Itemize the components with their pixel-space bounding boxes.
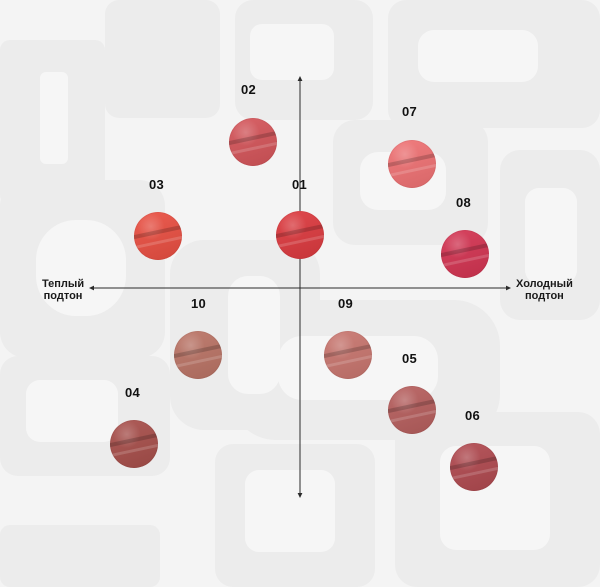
down-arrow-icon [297, 493, 303, 498]
up-arrow-icon [297, 76, 303, 81]
shade-label-02: 02 [241, 82, 257, 97]
cool-undertone-label-line2: подтон [525, 290, 564, 302]
shade-swatch-06 [450, 443, 498, 491]
warm-undertone-label: Теплый подтон [42, 278, 84, 302]
shade-swatch-10 [174, 331, 222, 379]
shade-swatch-01 [276, 211, 324, 259]
left-arrow-icon [89, 285, 94, 291]
shade-label-01: 01 [292, 177, 308, 192]
shade-label-06: 06 [465, 408, 481, 423]
shade-label-04: 04 [125, 385, 141, 400]
shade-label-03: 03 [149, 177, 165, 192]
shade-label-07: 07 [402, 104, 418, 119]
shade-label-09: 09 [338, 296, 354, 311]
shade-swatch-02 [229, 118, 277, 166]
shade-swatch-05 [388, 386, 436, 434]
warm-undertone-label-line1: Теплый [42, 278, 85, 290]
shade-swatch-04 [110, 420, 158, 468]
cool-undertone-label: Холодный подтон [516, 278, 573, 302]
right-arrow-icon [506, 285, 511, 291]
warm-undertone-label-line2: подтон [43, 290, 83, 302]
shade-label-10: 10 [191, 296, 207, 311]
shade-swatch-09 [324, 331, 372, 379]
shade-swatch-03 [134, 212, 182, 260]
cool-undertone-label-line1: Холодный [516, 278, 573, 290]
shade-label-08: 08 [456, 195, 472, 210]
shade-swatch-07 [388, 140, 436, 188]
shade-swatch-08 [441, 230, 489, 278]
shade-label-05: 05 [402, 351, 418, 366]
